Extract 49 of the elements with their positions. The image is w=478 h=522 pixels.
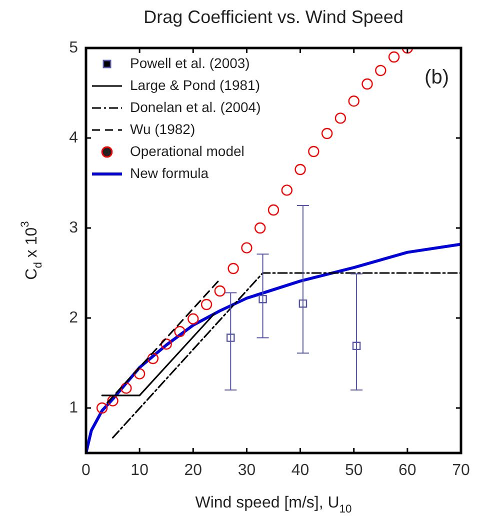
point xyxy=(96,402,108,414)
point xyxy=(348,96,360,107)
y-tick-label: 5 xyxy=(69,39,78,56)
point xyxy=(188,313,199,324)
point xyxy=(352,342,361,350)
point xyxy=(258,294,267,304)
point xyxy=(200,298,212,310)
legend-label: New formula xyxy=(130,164,209,181)
point xyxy=(334,112,346,124)
point xyxy=(298,299,308,308)
point xyxy=(174,326,186,338)
point xyxy=(228,262,239,274)
y-tick-label: 2 xyxy=(69,309,78,326)
point xyxy=(281,184,292,196)
point xyxy=(388,51,400,63)
y-tick-label: 1 xyxy=(69,399,78,416)
point xyxy=(134,368,146,380)
point xyxy=(107,395,118,406)
x-tick-label: 20 xyxy=(184,462,202,480)
legend-label: Large & Pond (1981) xyxy=(130,76,260,93)
annotation: (b) xyxy=(424,66,449,89)
x-tick-label: 70 xyxy=(452,462,470,480)
point xyxy=(294,164,306,176)
point xyxy=(214,285,226,297)
x-tick-label: 10 xyxy=(130,462,149,480)
legend-label: Wu (1982) xyxy=(130,120,196,137)
point xyxy=(120,382,132,394)
x-tick-label: 50 xyxy=(344,462,363,480)
x-tick-label: 0 xyxy=(82,462,91,480)
y-tick-label: 3 xyxy=(69,219,78,236)
point xyxy=(268,204,280,216)
point xyxy=(375,64,386,76)
legend-label: Powell et al. (2003) xyxy=(130,54,250,71)
y-tick-label: 4 xyxy=(69,129,78,146)
point xyxy=(147,352,159,364)
x-tick-label: 40 xyxy=(291,462,310,480)
point xyxy=(254,222,266,234)
y-axis-title: Cd x 103 xyxy=(20,221,44,280)
legend-label: Operational model xyxy=(130,142,244,159)
chart-title: Drag Coefficient vs. Wind Speed xyxy=(144,6,404,27)
x-tick-label: 30 xyxy=(238,462,256,480)
point xyxy=(362,78,373,90)
point xyxy=(160,338,172,350)
x-tick-label: 60 xyxy=(398,462,416,480)
legend-label: Donelan et al. (2004) xyxy=(130,98,261,115)
point xyxy=(321,128,333,140)
point xyxy=(308,146,320,158)
point xyxy=(241,242,252,254)
point xyxy=(226,334,235,342)
